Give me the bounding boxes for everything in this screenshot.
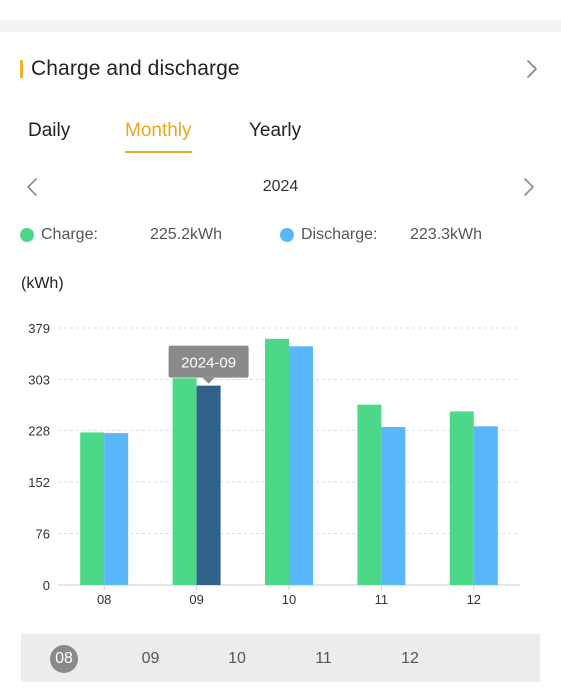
tooltip-box	[168, 345, 249, 378]
chevron-left-icon[interactable]	[20, 175, 44, 199]
tab-yearly[interactable]: Yearly	[249, 120, 301, 142]
y-tick-label: 379	[28, 321, 50, 336]
active-tab-underline	[125, 151, 192, 153]
charge-bar-11[interactable]	[357, 404, 382, 585]
x-tick-label: 08	[97, 592, 111, 607]
charge-bar-10[interactable]	[265, 338, 289, 585]
year-label: 2024	[262, 178, 299, 195]
discharge-bar-08[interactable]	[104, 433, 129, 585]
tooltip-label: 2024-09	[181, 355, 236, 372]
charge-bar-12[interactable]	[449, 411, 474, 585]
charge-discharge-card: Charge and discharge Daily Monthly Yearl…	[0, 32, 561, 699]
discharge-bar-12[interactable]	[473, 426, 498, 585]
charge-dot-icon	[20, 228, 34, 242]
year-navigator: 2024	[20, 172, 541, 202]
y-axis-unit: (kWh)	[21, 275, 64, 292]
tab-yearly-label: Yearly	[249, 120, 302, 141]
energy-summary: Charge: 225.2kWh Discharge: 223.3kWh	[20, 226, 560, 250]
bar-chart[interactable]: 379 303 228 152 76 0 08 09 10 11 12 2024-09	[0, 312, 561, 612]
card-header[interactable]: Charge and discharge	[20, 56, 543, 82]
charge-value: 225.2kWh	[150, 226, 223, 243]
discharge-dot-icon	[280, 228, 294, 242]
charge-label: Charge:	[41, 226, 98, 243]
charge-bar-09[interactable]	[172, 378, 197, 585]
x-tick-label: 11	[375, 592, 389, 607]
tab-daily[interactable]: Daily	[28, 120, 70, 142]
x-tick-label: 12	[467, 592, 481, 607]
x-tick-label: 09	[189, 592, 203, 607]
chevron-right-icon[interactable]	[517, 175, 541, 199]
x-tick-label: 10	[282, 592, 296, 607]
charge-legend: Charge:	[20, 226, 98, 244]
month-chip-12[interactable]: 12	[401, 650, 419, 667]
discharge-label: Discharge:	[301, 226, 378, 243]
month-chip-09[interactable]: 09	[141, 650, 160, 667]
y-tick-label: 76	[36, 526, 50, 541]
chevron-right-icon[interactable]	[521, 58, 543, 80]
discharge-legend: Discharge:	[280, 226, 377, 244]
tab-daily-label: Daily	[28, 120, 71, 141]
discharge-bar-11[interactable]	[381, 427, 406, 585]
y-tick-label: 228	[28, 423, 50, 438]
card-title: Charge and discharge	[31, 57, 240, 80]
discharge-value: 223.3kWh	[410, 226, 483, 243]
charge-bar-08[interactable]	[80, 432, 105, 585]
month-selector-bar: 08 09 10 11 12	[21, 634, 540, 682]
tab-monthly-label: Monthly	[125, 120, 192, 141]
tooltip-arrow	[202, 377, 215, 384]
month-chip-10[interactable]: 10	[228, 650, 246, 667]
discharge-bar-10[interactable]	[289, 346, 313, 585]
month-chip-08[interactable]: 08	[50, 645, 78, 673]
top-strip	[0, 0, 561, 20]
month-chip-11[interactable]: 11	[315, 650, 332, 667]
y-tick-label: 303	[28, 373, 50, 388]
y-tick-label: 152	[28, 475, 50, 490]
discharge-bar-09[interactable]	[196, 385, 221, 585]
title-accent-bar	[20, 60, 23, 78]
y-tick-label: 0	[43, 578, 50, 593]
tab-monthly[interactable]: Monthly	[125, 120, 192, 153]
